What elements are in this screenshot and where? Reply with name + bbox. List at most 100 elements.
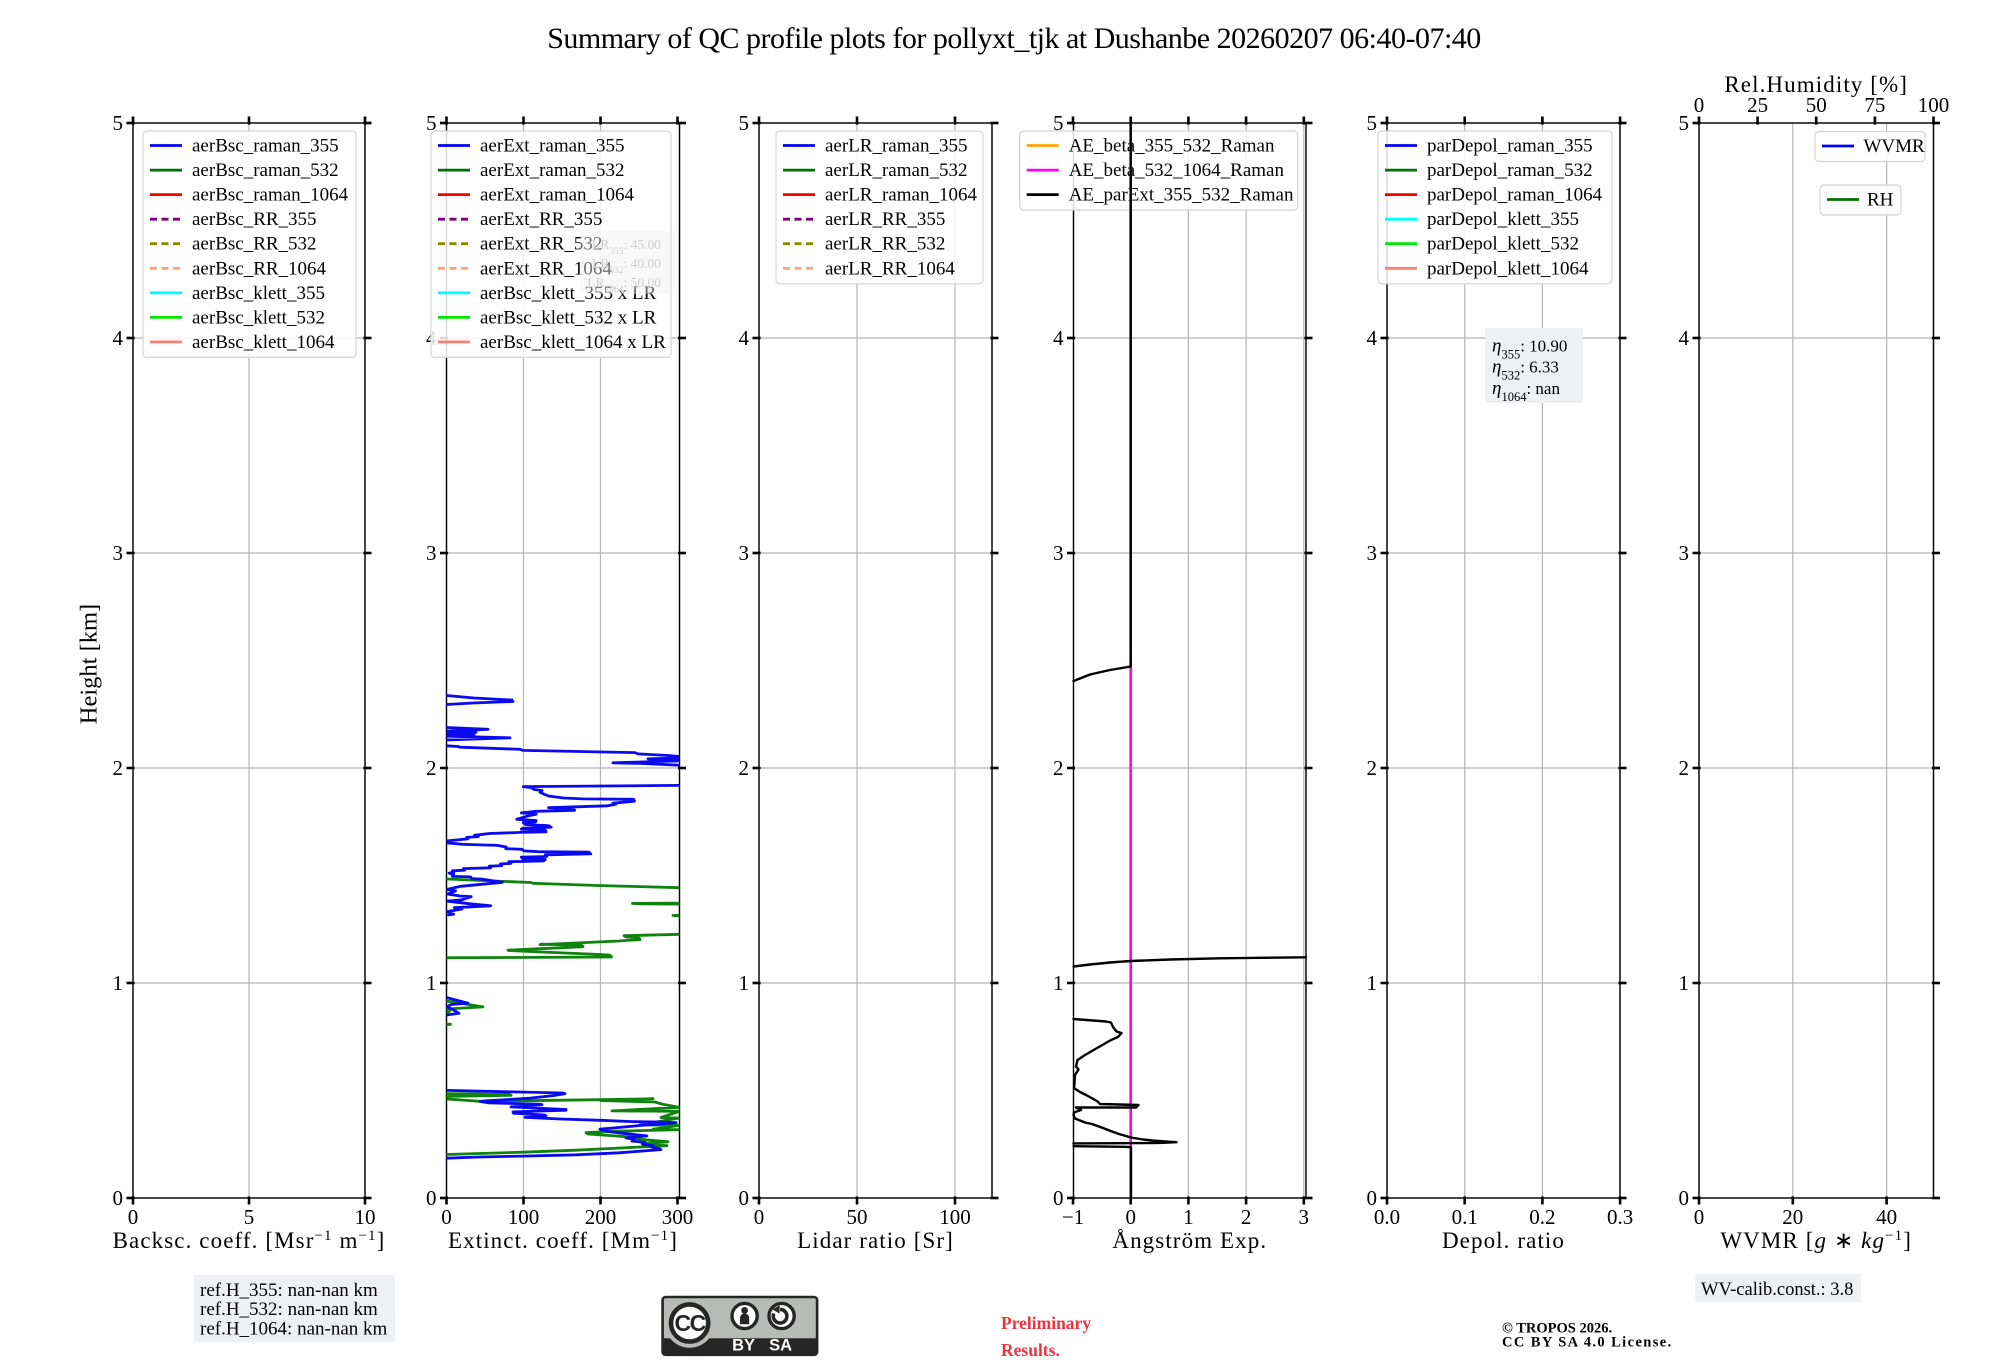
svg-text:aerExt_raman_532: aerExt_raman_532	[480, 160, 625, 181]
svg-text:0: 0	[1053, 1186, 1064, 1210]
svg-text:1: 1	[426, 971, 437, 995]
svg-text:75: 75	[1864, 93, 1885, 117]
svg-text:100: 100	[939, 1205, 971, 1229]
svg-text:0.1: 0.1	[1452, 1205, 1478, 1229]
svg-text:aerBsc_klett_532: aerBsc_klett_532	[192, 307, 325, 328]
svg-text:aerBsc_klett_1064 x LR: aerBsc_klett_1064 x LR	[480, 332, 666, 353]
svg-text:parDepol_klett_1064: parDepol_klett_1064	[1427, 258, 1589, 279]
svg-text:Lidar ratio [Sr]: Lidar ratio [Sr]	[797, 1228, 954, 1253]
svg-text:4: 4	[1053, 326, 1064, 350]
svg-text:25: 25	[1747, 93, 1768, 117]
svg-text:200: 200	[585, 1205, 617, 1229]
svg-text:aerBsc_klett_1064: aerBsc_klett_1064	[192, 332, 335, 353]
svg-text:aerBsc_raman_532: aerBsc_raman_532	[192, 160, 339, 181]
svg-text:0: 0	[1367, 1186, 1378, 1210]
svg-text:aerExt_RR_1064: aerExt_RR_1064	[480, 258, 612, 279]
svg-text:2: 2	[1367, 756, 1378, 780]
svg-text:Summary of QC profile plots fo: Summary of QC profile plots for pollyxt_…	[547, 22, 1481, 55]
svg-text:aerBsc_RR_355: aerBsc_RR_355	[192, 209, 317, 230]
svg-text:0: 0	[128, 1205, 139, 1229]
svg-text:3: 3	[1053, 541, 1064, 565]
svg-text:0: 0	[754, 1205, 765, 1229]
svg-text:aerBsc_RR_532: aerBsc_RR_532	[192, 234, 317, 255]
svg-text:WVMR: WVMR	[1864, 136, 1926, 157]
svg-text:2: 2	[426, 756, 437, 780]
svg-text:CC: CC	[674, 1310, 705, 1336]
svg-text:−1: −1	[1062, 1205, 1084, 1229]
svg-text:1: 1	[113, 971, 124, 995]
svg-text:300: 300	[662, 1205, 694, 1229]
svg-text:aerLR_raman_532: aerLR_raman_532	[825, 160, 967, 181]
svg-text:aerExt_RR_532: aerExt_RR_532	[480, 234, 602, 255]
svg-text:0: 0	[739, 1186, 750, 1210]
svg-text:2: 2	[1053, 756, 1064, 780]
svg-text:1: 1	[1367, 971, 1378, 995]
svg-text:Depol. ratio: Depol. ratio	[1442, 1228, 1565, 1253]
svg-text:20: 20	[1782, 1205, 1803, 1229]
svg-text:2: 2	[739, 756, 750, 780]
svg-text:10: 10	[355, 1205, 376, 1229]
svg-text:AE_beta_532_1064_Raman: AE_beta_532_1064_Raman	[1069, 160, 1285, 181]
svg-text:0: 0	[441, 1205, 452, 1229]
svg-text:5: 5	[426, 111, 437, 135]
svg-text:parDepol_raman_355: parDepol_raman_355	[1427, 136, 1593, 157]
svg-text:4: 4	[113, 326, 124, 350]
svg-text:1: 1	[1183, 1205, 1194, 1229]
svg-text:0.0: 0.0	[1374, 1205, 1400, 1229]
svg-text:BY: BY	[732, 1337, 755, 1355]
svg-text:aerBsc_klett_355 x LR: aerBsc_klett_355 x LR	[480, 283, 657, 304]
svg-text:aerBsc_raman_355: aerBsc_raman_355	[192, 136, 339, 157]
svg-text:aerBsc_klett_355: aerBsc_klett_355	[192, 283, 325, 304]
svg-text:3: 3	[113, 541, 124, 565]
svg-text:SA: SA	[769, 1337, 792, 1355]
svg-text:Backsc. coeff. [Msr−1 m−1]: Backsc. coeff. [Msr−1 m−1]	[113, 1228, 386, 1253]
svg-text:AE_parExt_355_532_Raman: AE_parExt_355_532_Raman	[1069, 185, 1294, 206]
svg-text:ref.H_1064: nan-nan km: ref.H_1064: nan-nan km	[200, 1318, 388, 1339]
svg-text:4: 4	[1367, 326, 1378, 350]
svg-text:0.2: 0.2	[1529, 1205, 1555, 1229]
svg-text:3: 3	[739, 541, 750, 565]
svg-text:ref.H_532: nan-nan km: ref.H_532: nan-nan km	[200, 1299, 378, 1320]
svg-text:4: 4	[1679, 326, 1690, 350]
svg-text:aerExt_RR_355: aerExt_RR_355	[480, 209, 602, 230]
svg-text:100: 100	[508, 1205, 540, 1229]
svg-text:0: 0	[1694, 1205, 1705, 1229]
svg-text:Height [km]: Height [km]	[76, 604, 103, 724]
svg-text:aerLR_RR_532: aerLR_RR_532	[825, 234, 945, 255]
svg-text:RH: RH	[1867, 190, 1894, 211]
svg-text:2: 2	[1241, 1205, 1252, 1229]
svg-text:5: 5	[739, 111, 750, 135]
svg-text:Extinct. coeff. [Mm−1]: Extinct. coeff. [Mm−1]	[448, 1228, 678, 1253]
svg-text:parDepol_raman_532: parDepol_raman_532	[1427, 160, 1593, 181]
svg-text:0: 0	[1125, 1205, 1136, 1229]
svg-text:CC BY SA 4.0 License.: CC BY SA 4.0 License.	[1502, 1335, 1673, 1351]
svg-text:Results.: Results.	[1001, 1340, 1060, 1360]
svg-text:5: 5	[1679, 111, 1690, 135]
svg-text:3: 3	[1367, 541, 1378, 565]
svg-text:3: 3	[426, 541, 437, 565]
svg-text:0.3: 0.3	[1607, 1205, 1633, 1229]
svg-text:0: 0	[113, 1186, 124, 1210]
svg-text:aerLR_raman_355: aerLR_raman_355	[825, 136, 967, 157]
svg-text:5: 5	[1053, 111, 1064, 135]
svg-text:50: 50	[1806, 93, 1827, 117]
svg-text:aerLR_RR_355: aerLR_RR_355	[825, 209, 945, 230]
svg-text:parDepol_klett_355: parDepol_klett_355	[1427, 209, 1579, 230]
svg-text:3: 3	[1679, 541, 1690, 565]
svg-text:5: 5	[1367, 111, 1378, 135]
svg-text:parDepol_raman_1064: parDepol_raman_1064	[1427, 185, 1603, 206]
svg-text:5: 5	[244, 1205, 255, 1229]
svg-text:Preliminary: Preliminary	[1001, 1313, 1091, 1333]
svg-text:aerBsc_raman_1064: aerBsc_raman_1064	[192, 185, 349, 206]
svg-text:2: 2	[1679, 756, 1690, 780]
svg-text:aerLR_raman_1064: aerLR_raman_1064	[825, 185, 977, 206]
svg-text:1: 1	[1679, 971, 1690, 995]
svg-text:AE_beta_355_532_Raman: AE_beta_355_532_Raman	[1069, 136, 1275, 157]
svg-text:1: 1	[1053, 971, 1064, 995]
svg-text:aerBsc_RR_1064: aerBsc_RR_1064	[192, 258, 327, 279]
svg-text:50: 50	[847, 1205, 868, 1229]
svg-text:Ångström Exp.: Ångström Exp.	[1112, 1228, 1267, 1253]
svg-text:0: 0	[1679, 1186, 1690, 1210]
svg-text:ref.H_355: nan-nan km: ref.H_355: nan-nan km	[200, 1280, 378, 1301]
svg-text:1: 1	[739, 971, 750, 995]
